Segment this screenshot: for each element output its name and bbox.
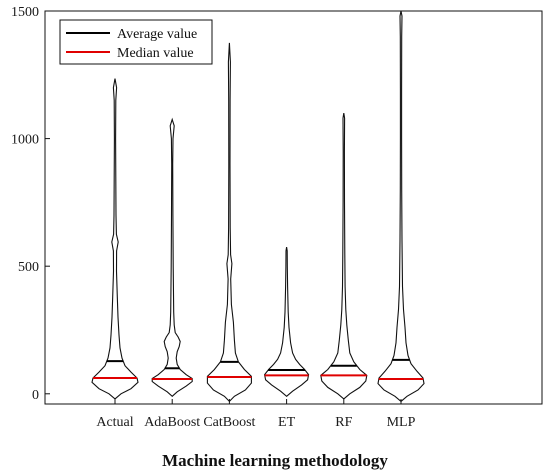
legend-box — [59, 19, 213, 65]
x-axis-label: Machine learning methodology — [162, 451, 388, 470]
legend: Average value Median value — [59, 19, 213, 65]
y-axis: 0 500 1000 1500 — [11, 5, 50, 403]
y-tick-label: 500 — [18, 260, 39, 275]
x-tick-label: MLP — [387, 415, 416, 430]
y-tick-label: 1500 — [11, 5, 39, 20]
plot-frame — [44, 10, 543, 405]
violin-actual — [91, 78, 139, 400]
violin-rf — [320, 113, 368, 400]
x-tick-label: ET — [278, 415, 296, 430]
legend-label-average: Average value — [117, 27, 197, 42]
violin-mlp — [377, 10, 425, 403]
y-tick-label: 0 — [32, 388, 39, 403]
violin-adaboost — [151, 117, 193, 398]
x-tick-label: RF — [335, 415, 352, 430]
violin-et — [264, 247, 310, 398]
x-axis: Actual AdaBoost CatBoost ET RF MLP — [96, 399, 416, 430]
x-tick-label: AdaBoost — [144, 415, 200, 430]
y-tick-label: 1000 — [11, 133, 39, 148]
x-tick-label: Actual — [96, 415, 133, 430]
violins — [91, 10, 425, 403]
x-tick-label: CatBoost — [203, 415, 255, 430]
legend-label-median: Median value — [117, 46, 194, 61]
violin-catboost — [206, 42, 252, 403]
